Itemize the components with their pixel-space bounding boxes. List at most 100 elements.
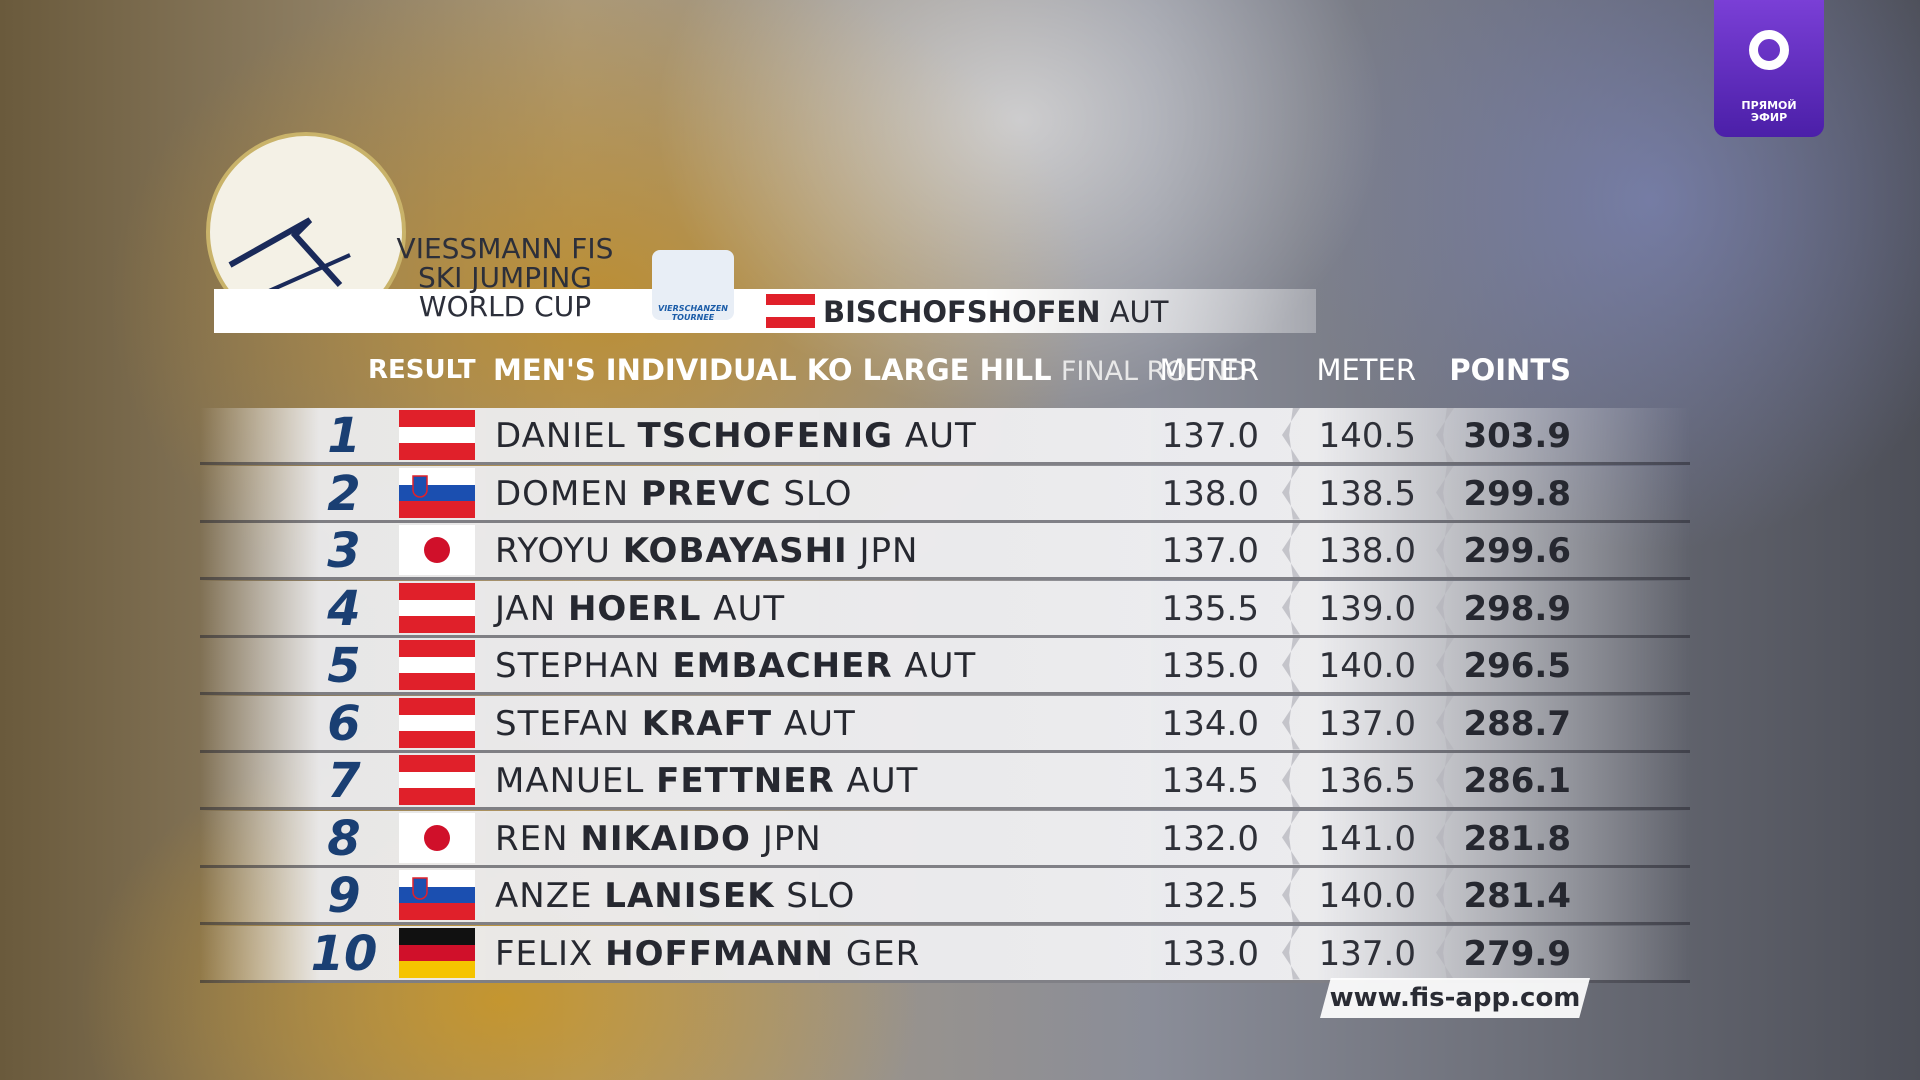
points: 303.9 (1463, 416, 1571, 456)
fis-logo-text: VIESSMANN FIS SKI JUMPING WORLD CUP (380, 234, 630, 321)
meter-2: 140.0 (1318, 646, 1416, 686)
column-header: METER (1159, 353, 1259, 387)
meter-1: 132.0 (1161, 818, 1259, 859)
first-name: FELIX (495, 933, 594, 974)
athlete-name: REN NIKAIDO JPN (495, 811, 822, 867)
logo-line: WORLD CUP (418, 290, 592, 323)
athlete-name: RYOYU KOBAYASHI JPN (495, 523, 919, 579)
points: 298.9 (1463, 588, 1571, 629)
nation: AUT (713, 588, 786, 629)
nation-flag (399, 467, 475, 518)
meter-2: 138.5 (1318, 473, 1416, 514)
column-header: METER (1316, 353, 1416, 387)
meter-2: 137.0 (1318, 703, 1416, 744)
nation: JPN (762, 818, 822, 859)
nation-flag (399, 410, 475, 460)
event-name: MEN'S INDIVIDUAL KO LARGE HILL (493, 353, 1052, 387)
meter-1: 133.0 (1161, 933, 1259, 974)
fis-globe-logo (206, 132, 406, 332)
result-row: 1 DANIEL TSCHOFENIG AUT 137.0 140.5 303.9 (200, 408, 1690, 465)
first-name: STEPHAN (495, 646, 661, 686)
tournee-line: VIERSCHANZEN (658, 304, 728, 313)
last-name: KRAFT (641, 703, 773, 744)
nation: AUT (904, 646, 977, 686)
meter-2: 140.5 (1318, 416, 1416, 456)
rank: 5 (327, 638, 361, 694)
round-name: FINAL ROUND (1060, 356, 1248, 387)
athlete-name: ANZE LANISEK SLO (495, 868, 855, 924)
nation-flag (399, 640, 475, 690)
venue-nation: AUT (1109, 295, 1169, 329)
result-row: 10 FELIX HOFFMANN GER 133.0 137.0 279.9 (200, 925, 1690, 983)
rank: 4 (327, 580, 361, 637)
nation-flag (399, 582, 475, 633)
rank: 1 (327, 408, 361, 464)
meter-2: 139.0 (1318, 588, 1416, 629)
venue-flag (766, 294, 815, 328)
first-name: DANIEL (495, 416, 626, 456)
athlete-name: MANUEL FETTNER AUT (495, 753, 918, 809)
points: 281.8 (1463, 818, 1571, 859)
footer-url: www.fis-app.com (1329, 983, 1581, 1013)
nation: SLO (786, 876, 856, 916)
venue-name: BISCHOFSHOFEN (823, 295, 1101, 329)
tournee-line: TOURNEE (671, 313, 715, 322)
result-row: 7 MANUEL FETTNER AUT 134.5 136.5 286.1 (200, 753, 1690, 810)
rank: 2 (327, 465, 361, 522)
result-row: 5 STEPHAN EMBACHER AUT 135.0 140.0 296.5 (200, 638, 1690, 695)
first-name: REN (495, 818, 569, 859)
meter-2: 137.0 (1318, 933, 1416, 974)
nation-flag (399, 755, 475, 805)
last-name: EMBACHER (672, 646, 893, 686)
rank: 7 (327, 753, 361, 809)
meter-2: 141.0 (1318, 818, 1416, 859)
nation-flag (399, 812, 475, 863)
rank: 10 (310, 925, 378, 982)
athlete-name: STEFAN KRAFT AUT (495, 696, 856, 752)
nation: AUT (846, 761, 919, 801)
nation-flag (399, 697, 475, 748)
result-row: 8 REN NIKAIDO JPN 132.0 141.0 281.8 (200, 810, 1690, 868)
last-name: PREVC (641, 473, 772, 514)
channel-logo (1749, 30, 1789, 70)
first-name: ANZE (495, 876, 593, 916)
channel-line: ПРЯМОЙ (1741, 99, 1797, 112)
nation: JPN (859, 531, 919, 571)
points: 286.1 (1463, 761, 1571, 801)
nation: SLO (783, 473, 853, 514)
athlete-name: DOMEN PREVC SLO (495, 466, 853, 522)
last-name: LANISEK (604, 876, 775, 916)
athlete-name: STEPHAN EMBACHER AUT (495, 638, 976, 694)
meter-1: 135.0 (1161, 646, 1259, 686)
points: 279.9 (1463, 933, 1571, 974)
tournee-text: VIERSCHANZEN TOURNEE (652, 304, 734, 322)
meter-1: 138.0 (1161, 473, 1259, 514)
result-label: RESULT (368, 355, 476, 385)
meter-1: 135.5 (1161, 588, 1259, 629)
result-row: 2 DOMEN PREVC SLO 138.0 138.5 299.8 (200, 465, 1690, 523)
nation: AUT (904, 416, 977, 456)
event-title: MEN'S INDIVIDUAL KO LARGE HILL FINAL ROU… (493, 350, 1247, 392)
footer-banner (1320, 978, 1590, 1018)
last-name: HOERL (567, 588, 702, 629)
channel-text: ПРЯМОЙ ЭФИР (1714, 100, 1824, 124)
result-row: 3 RYOYU KOBAYASHI JPN 137.0 138.0 299.6 (200, 523, 1690, 580)
points: 299.6 (1463, 531, 1571, 571)
rank: 9 (327, 868, 361, 924)
nation: AUT (783, 703, 856, 744)
first-name: MANUEL (495, 761, 645, 801)
meter-1: 134.5 (1161, 761, 1259, 801)
meter-1: 132.5 (1161, 876, 1259, 916)
last-name: NIKAIDO (580, 818, 751, 859)
meter-1: 134.0 (1161, 703, 1259, 744)
meter-1: 137.0 (1161, 416, 1259, 456)
meter-2: 136.5 (1318, 761, 1416, 801)
last-name: TSCHOFENIG (637, 416, 894, 456)
channel-line: ЭФИР (1750, 111, 1788, 124)
athlete-name: JAN HOERL AUT (495, 581, 785, 637)
nation-flag (399, 927, 475, 978)
first-name: STEFAN (495, 703, 630, 744)
meter-1: 137.0 (1161, 531, 1259, 571)
points: 281.4 (1463, 876, 1571, 916)
last-name: FETTNER (656, 761, 835, 801)
